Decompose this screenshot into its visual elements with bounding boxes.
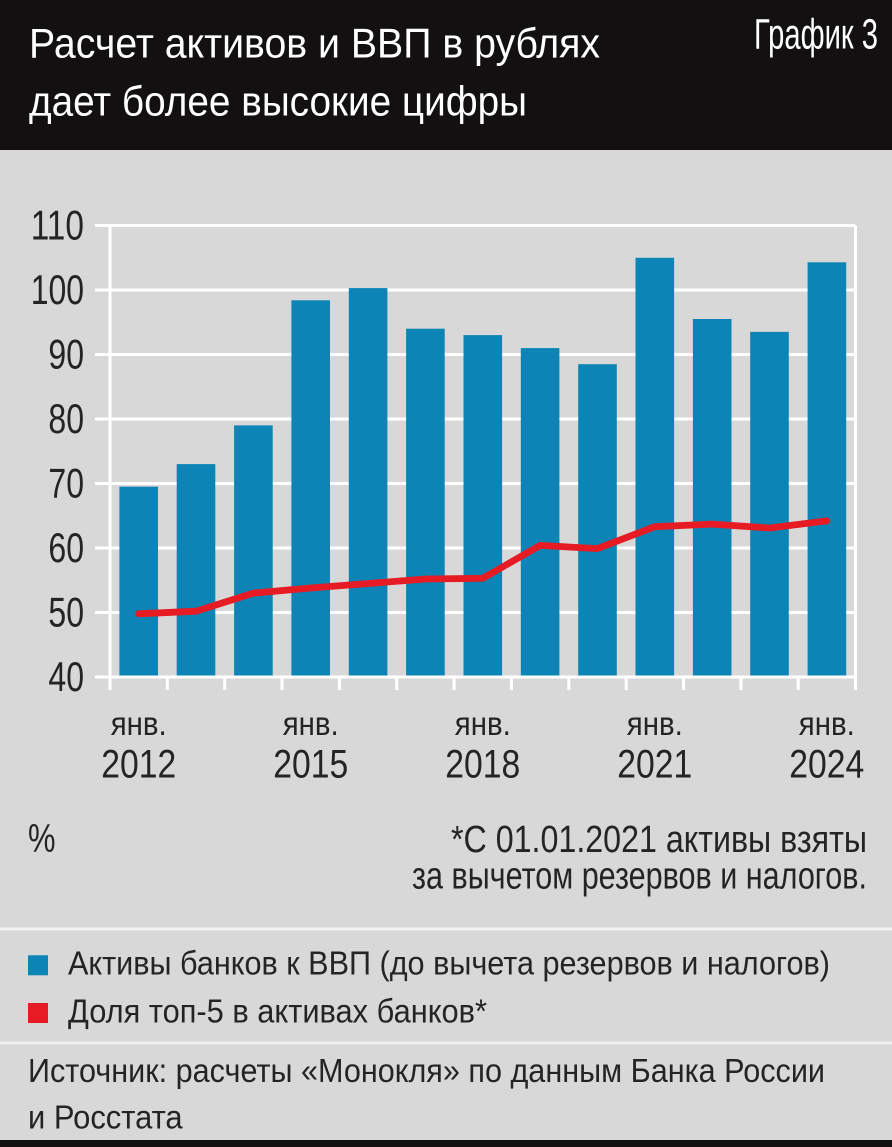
svg-text:янв.: янв. (627, 705, 683, 742)
svg-text:янв.: янв. (455, 705, 511, 742)
svg-text:70: 70 (48, 460, 84, 507)
svg-text:янв.: янв. (283, 705, 339, 742)
svg-text:Источник: расчеты «Монокля» по: Источник: расчеты «Монокля» по данным Ба… (28, 1052, 825, 1089)
svg-text:за вычетом резервов и налогов.: за вычетом резервов и налогов. (412, 855, 867, 897)
svg-text:Доля топ-5 в активах банков*: Доля топ-5 в активах банков* (68, 992, 487, 1029)
svg-text:40: 40 (48, 653, 84, 700)
svg-text:60: 60 (48, 524, 84, 571)
svg-text:2015: 2015 (273, 742, 348, 786)
svg-text:Расчет активов и ВВП в рублях: Расчет активов и ВВП в рублях (29, 20, 600, 67)
svg-text:100: 100 (31, 266, 84, 313)
svg-text:2024: 2024 (789, 742, 864, 786)
svg-text:янв.: янв. (799, 705, 855, 742)
svg-text:110: 110 (31, 202, 84, 249)
svg-text:2021: 2021 (617, 742, 692, 786)
svg-text:2018: 2018 (445, 742, 520, 786)
svg-text:дает более высокие цифры: дает более высокие цифры (29, 77, 527, 124)
svg-text:80: 80 (48, 395, 84, 442)
svg-text:90: 90 (48, 331, 84, 378)
svg-text:*С 01.01.2021 активы взяты: *С 01.01.2021 активы взяты (451, 819, 867, 861)
svg-text:янв.: янв. (111, 705, 167, 742)
svg-text:и Росстата: и Росстата (28, 1099, 183, 1136)
svg-text:График 3: График 3 (754, 11, 878, 59)
svg-text:50: 50 (48, 589, 84, 636)
svg-text:Активы банков к ВВП (до вычета: Активы банков к ВВП (до вычета резервов … (68, 945, 830, 982)
svg-text:2012: 2012 (101, 742, 176, 786)
svg-text:%: % (28, 817, 56, 861)
